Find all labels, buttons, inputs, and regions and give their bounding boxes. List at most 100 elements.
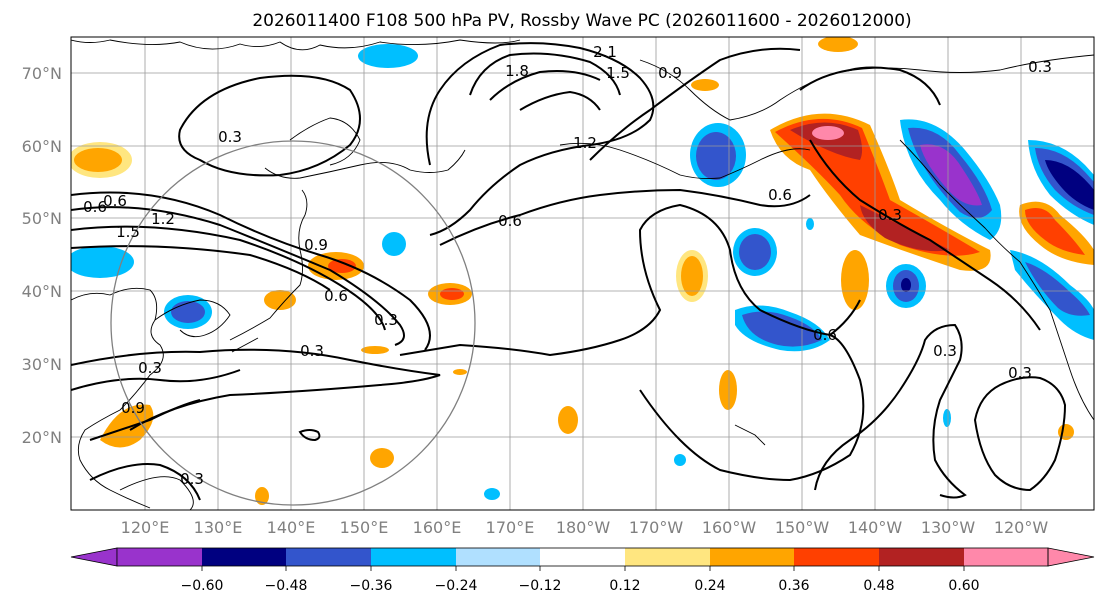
colorbar-swatch — [879, 548, 964, 566]
pv-contour — [71, 369, 241, 391]
contour-label: 0.3 — [1028, 58, 1052, 76]
shade-negative — [382, 232, 406, 256]
pv-contour — [298, 429, 321, 442]
colorbar-swatch — [371, 548, 456, 566]
contour-labels: 0.6 1.2 1.5 0.9 0.6 0.3 0.3 0.3 0.9 0.3 … — [83, 43, 1052, 488]
contour-label: 1.2 — [573, 134, 597, 152]
coastlines — [71, 39, 1094, 510]
lon-label: 130°E — [194, 518, 243, 537]
colorbar-tick-label: 0.12 — [609, 578, 640, 594]
pv-contour — [399, 203, 861, 357]
contour-label: 0.6 — [813, 326, 837, 344]
shade-negative — [358, 44, 418, 68]
shade-positive — [453, 369, 467, 375]
colorbar-swatch — [117, 548, 202, 566]
colorbar-extend-min — [70, 547, 118, 567]
colorbar-tick-label: −0.24 — [435, 578, 478, 594]
contour-label: 0.3 — [300, 342, 324, 360]
pv-contour — [425, 42, 655, 236]
shade-positive — [691, 79, 719, 91]
pv-contour — [519, 90, 601, 111]
pv-contour — [814, 323, 967, 499]
pv-contour — [71, 225, 386, 331]
shade-negative — [806, 218, 814, 230]
contour-label: 2.1 — [593, 43, 617, 61]
contour-label: 0.3 — [1008, 364, 1032, 382]
lon-label: 150°W — [775, 518, 830, 537]
lon-label: 140°W — [848, 518, 903, 537]
map-frame — [70, 36, 1095, 511]
shade-positive — [361, 346, 389, 354]
shade-positive — [812, 126, 844, 140]
lon-labels: 120°E 130°E 140°E 150°E 160°E 170°E 180°… — [121, 518, 1049, 537]
contour-label: 1.8 — [505, 62, 529, 80]
pv-contour — [799, 66, 941, 106]
lon-label: 160°W — [702, 518, 757, 537]
colorbar-swatch — [964, 548, 1048, 566]
shade-positive — [264, 290, 296, 310]
contour-label: 0.9 — [121, 399, 145, 417]
pv-contour — [178, 74, 361, 177]
lon-label: 120°E — [121, 518, 170, 537]
contour-label: 1.2 — [151, 210, 175, 228]
colorbar-extend-max — [1047, 547, 1095, 567]
pv-contour — [973, 376, 1067, 492]
pv-contour — [89, 399, 201, 441]
lon-label: 150°E — [340, 518, 389, 537]
shade-negative — [943, 409, 951, 427]
shade-positive — [255, 487, 269, 505]
contour-label: 1.5 — [116, 223, 140, 241]
shade-negative — [920, 144, 982, 206]
lat-label: 40°N — [22, 282, 62, 301]
contour-label: 0.3 — [933, 342, 957, 360]
shade-positive — [558, 406, 578, 434]
lon-label: 120°W — [994, 518, 1049, 537]
pv-contours — [71, 42, 1067, 501]
lon-label: 130°W — [921, 518, 976, 537]
contour-label: 0.3 — [218, 128, 242, 146]
shade-negative — [674, 454, 686, 466]
shade-positive — [1025, 207, 1085, 255]
contour-label: 0.6 — [768, 186, 792, 204]
pv-contour — [589, 47, 801, 161]
contour-label: 0.6 — [103, 192, 127, 210]
shade-positive — [681, 256, 703, 296]
contour-label: 0.6 — [324, 287, 348, 305]
colorbar-ticks — [201, 566, 965, 571]
colorbar-swatch — [456, 548, 540, 566]
pv-contour — [71, 245, 331, 291]
shade-positive — [719, 370, 737, 410]
pv-contour — [809, 139, 1041, 331]
colorbar-swatch — [540, 548, 625, 566]
contour-label: 0.3 — [138, 359, 162, 377]
shade-positive — [841, 250, 869, 310]
shade-negative — [71, 246, 134, 278]
lon-label: 170°W — [629, 518, 684, 537]
lat-label: 60°N — [22, 137, 62, 156]
lon-label: 170°E — [486, 518, 535, 537]
colorbar: −0.60 −0.48 −0.36 −0.24 −0.12 0.12 0.24 … — [70, 547, 1095, 594]
shade-negative — [901, 278, 911, 292]
contour-label: 1.5 — [606, 64, 630, 82]
colorbar-swatch — [794, 548, 879, 566]
colorbar-frame — [116, 547, 1049, 567]
colorbar-tick-label: −0.12 — [519, 578, 562, 594]
contour-label: 0.3 — [180, 470, 204, 488]
colorbar-swatch — [286, 548, 371, 566]
shade-negative — [696, 132, 736, 180]
lon-label: 180°W — [556, 518, 611, 537]
shade-positive — [370, 448, 394, 468]
lon-label: 160°E — [413, 518, 462, 537]
colorbar-tick-label: 0.36 — [778, 578, 809, 594]
colorbar-swatch — [710, 548, 794, 566]
pv-contour — [639, 334, 865, 482]
shade-negative — [171, 301, 205, 323]
lat-label: 30°N — [22, 355, 62, 374]
lat-label: 20°N — [22, 428, 62, 447]
pv-contour — [71, 191, 431, 351]
shade-positive — [818, 37, 858, 52]
shade-negative — [739, 234, 771, 270]
contour-label: 0.3 — [374, 311, 398, 329]
shade-positive — [328, 259, 356, 273]
